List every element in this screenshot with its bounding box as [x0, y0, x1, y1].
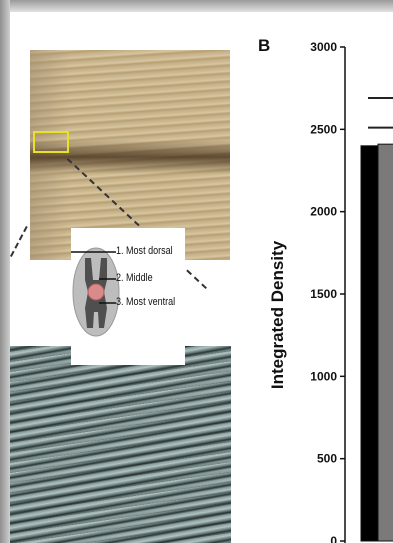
inset-label-ventral: 3. Most ventral [116, 296, 176, 308]
y-tick-label: 3000 [310, 40, 337, 54]
roi-yellow-box [33, 131, 69, 153]
image-frame-top [0, 0, 393, 12]
y-tick-label: 2000 [310, 205, 337, 219]
micrograph-bottom [10, 346, 231, 543]
dark-fiber-band [30, 140, 230, 174]
panel-b-label: B [258, 36, 271, 55]
inset-label-middle: 2. Middle [116, 272, 153, 284]
spinal-cord-schematic [71, 247, 120, 337]
inset-label-dorsal: 1. Most dorsal [116, 245, 173, 257]
bar-series-2 [377, 143, 393, 542]
y-tick-label: 0 [330, 534, 337, 543]
image-frame-left [0, 0, 10, 543]
red-marker-circle [87, 283, 105, 301]
micrograph-top [30, 50, 230, 260]
spinal-cord-inset: 1. Most dorsal 2. Middle 3. Most ventral [71, 228, 185, 365]
y-tick-label: 2500 [310, 122, 337, 136]
y-tick-label: 1500 [310, 287, 337, 301]
y-tick-label: 500 [317, 452, 337, 466]
panel-a-micrographs: 1. Most dorsal 2. Middle 3. Most ventral [10, 50, 231, 543]
y-tick-label: 1000 [310, 369, 337, 383]
